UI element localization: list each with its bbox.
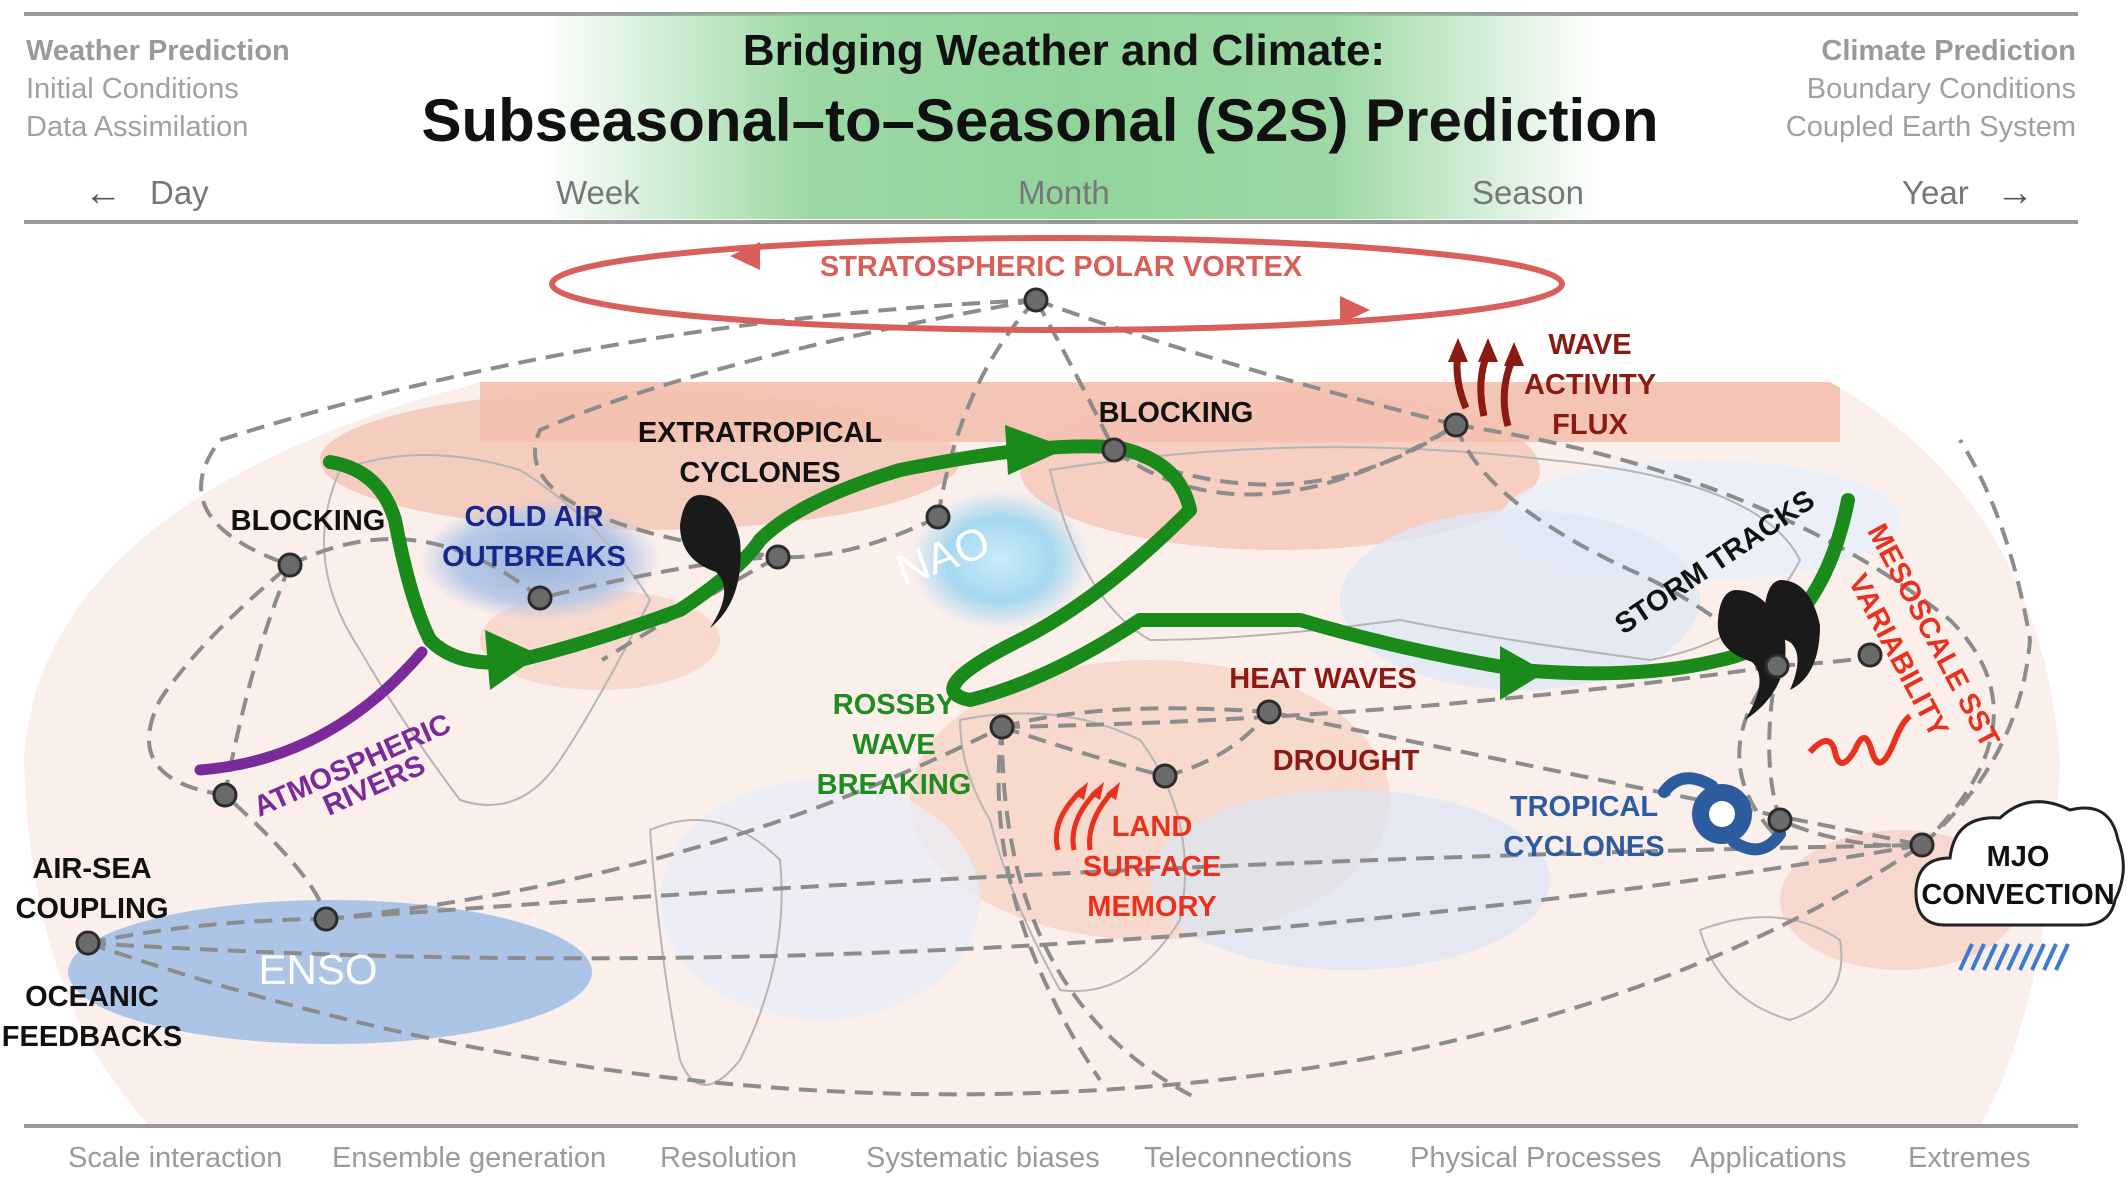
weather-prediction-block: Weather Prediction Initial Conditions Da… xyxy=(26,32,290,146)
jet-arrow-heads xyxy=(485,425,1546,700)
heat-waves-label: HEAT WAVES xyxy=(1229,663,1416,695)
footer-item-scale-interaction: Scale interaction xyxy=(68,1142,283,1174)
network-nodes xyxy=(75,287,1935,956)
climate-prediction-heading: Climate Prediction xyxy=(1821,35,2076,67)
node-wave-flux xyxy=(1443,412,1469,438)
storm-track-cyclone-icon-2 xyxy=(1764,580,1820,690)
weather-prediction-heading: Weather Prediction xyxy=(26,35,290,67)
node-mjo xyxy=(1909,832,1935,858)
scale-label-day: Day xyxy=(150,174,209,211)
data-assimilation-text: Data Assimilation xyxy=(26,111,249,143)
right-arrow-icon: → xyxy=(1996,172,2034,214)
land-surface-label-2: SURFACE xyxy=(1083,851,1222,883)
blocking-north-label: BLOCKING xyxy=(1099,397,1254,429)
wave-activity-label-1: WAVE xyxy=(1548,329,1631,361)
teleconnection-network xyxy=(87,298,2033,1102)
initial-conditions-text: Initial Conditions xyxy=(26,73,239,105)
left-arrow-icon: ← xyxy=(84,172,122,214)
footer-rule xyxy=(24,1124,2078,1128)
footer-item-resolution: Resolution xyxy=(660,1142,798,1174)
node-enso xyxy=(313,906,339,932)
mjo-cloud-icon xyxy=(1914,800,2125,971)
rossby-label-3: BREAKING xyxy=(817,769,972,801)
title-line-2: Subseasonal–to–Seasonal (S2S) Prediction xyxy=(421,87,1659,154)
node-atmospheric-rivers xyxy=(212,782,238,808)
header-bottom-rule xyxy=(24,220,2078,224)
oceanic-label-2: FEEDBACKS xyxy=(2,1021,182,1053)
land-heat-arrow-heads xyxy=(1074,782,1120,800)
air-sea-label-2: COUPLING xyxy=(15,893,168,925)
node-blocking-north xyxy=(1101,437,1127,463)
footer-item-ensemble-generation: Ensemble generation xyxy=(332,1142,607,1174)
enso-region xyxy=(68,900,592,1044)
node-storm-tracks xyxy=(1764,653,1790,679)
node-cold-air xyxy=(527,585,553,611)
title-line-1: Bridging Weather and Climate: xyxy=(742,26,1386,75)
footer-item-systematic-biases: Systematic biases xyxy=(866,1142,1100,1174)
scale-label-week: Week xyxy=(556,174,640,211)
globe-map xyxy=(24,382,2060,1126)
tropical-label-1: TROPICAL xyxy=(1510,791,1658,823)
mjo-label-1: MJO xyxy=(1987,841,2050,873)
mesoscale-sst-squiggle xyxy=(1807,713,1912,766)
drought-label: DROUGHT xyxy=(1273,745,1420,777)
node-rossby xyxy=(989,714,1015,740)
oceanic-label-1: OCEANIC xyxy=(25,981,159,1013)
node-tropical xyxy=(1767,807,1793,833)
cold-air-label-2: OUTBREAKS xyxy=(442,541,626,573)
rossby-label-2: WAVE xyxy=(852,729,935,761)
footer-item-applications: Applications xyxy=(1690,1142,1847,1174)
climate-prediction-block: Climate Prediction Boundary Conditions C… xyxy=(1786,32,2076,146)
rossby-label-1: ROSSBY xyxy=(833,689,955,721)
polar-vortex-loop xyxy=(549,235,1565,333)
footer-item-physical-processes: Physical Processes xyxy=(1410,1142,1662,1174)
s2s-band xyxy=(540,14,1600,219)
wave-arrow-heads xyxy=(1448,338,1524,366)
extratropical-label-2: CYCLONES xyxy=(679,457,840,489)
cold-air-label-1: COLD AIR xyxy=(464,501,603,533)
scale-label-year: Year xyxy=(1902,174,1969,211)
node-nao xyxy=(925,504,951,530)
footer-item-teleconnections: Teleconnections xyxy=(1144,1142,1352,1174)
node-land-surface xyxy=(1152,763,1178,789)
air-sea-label-1: AIR-SEA xyxy=(32,853,151,885)
node-polar-vortex xyxy=(1023,287,1049,313)
tropical-cyclone-icon xyxy=(1658,772,1786,856)
node-heat-waves xyxy=(1256,699,1282,725)
land-surface-label-1: LAND xyxy=(1112,811,1193,843)
land-surface-label-3: MEMORY xyxy=(1087,891,1216,923)
atmospheric-river xyxy=(194,646,428,776)
wave-activity-label-2: ACTIVITY xyxy=(1524,369,1656,401)
mjo-label-2: CONVECTION xyxy=(1921,879,2114,911)
node-mesoscale xyxy=(1857,642,1883,668)
extratropical-label-1: EXTRATROPICAL xyxy=(638,417,882,449)
footer-item-extremes: Extremes xyxy=(1908,1142,2031,1174)
node-blocking-west xyxy=(277,552,303,578)
boundary-conditions-text: Boundary Conditions xyxy=(1806,73,2076,105)
tropical-label-2: CYCLONES xyxy=(1503,831,1664,863)
blocking-west-label: BLOCKING xyxy=(231,505,386,537)
enso-label: ENSO xyxy=(258,946,377,993)
scale-label-month: Month xyxy=(1018,174,1110,211)
s2s-diagram: STRATOSPHERIC POLAR VORTEX WAVE ACTIVITY… xyxy=(2,235,2125,1126)
coupled-earth-system-text: Coupled Earth System xyxy=(1785,111,2076,143)
scale-label-season: Season xyxy=(1472,174,1584,211)
node-air-sea xyxy=(75,930,101,956)
wave-activity-label-3: FLUX xyxy=(1552,409,1628,441)
extratropical-cyclone-icon xyxy=(680,495,741,628)
polar-vortex-label: STRATOSPHERIC POLAR VORTEX xyxy=(820,251,1303,283)
node-extratropical xyxy=(765,544,791,570)
